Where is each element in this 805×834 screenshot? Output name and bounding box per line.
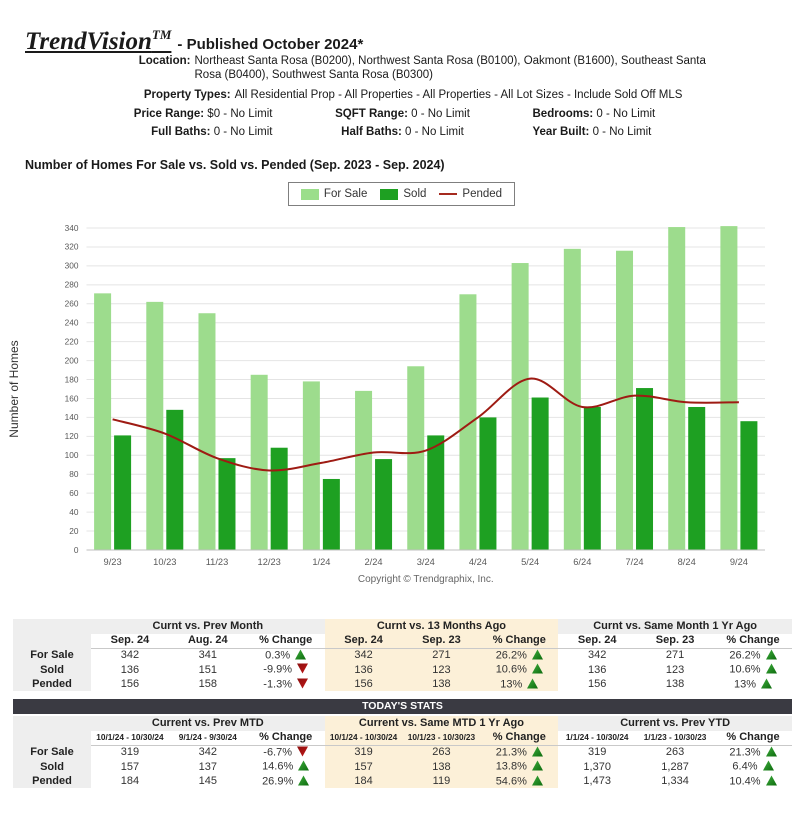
svg-text:40: 40 (69, 507, 79, 517)
svg-text:320: 320 (65, 242, 79, 252)
svg-text:6/24: 6/24 (573, 557, 591, 567)
svg-text:260: 260 (65, 299, 79, 309)
svg-text:11/23: 11/23 (206, 557, 229, 567)
svg-text:4/24: 4/24 (469, 557, 487, 567)
svg-text:60: 60 (69, 488, 79, 498)
svg-text:180: 180 (65, 374, 79, 384)
svg-text:240: 240 (65, 318, 79, 328)
svg-text:1/24: 1/24 (312, 557, 330, 567)
svg-text:200: 200 (65, 355, 79, 365)
svg-text:80: 80 (69, 469, 79, 479)
svg-text:120: 120 (65, 431, 79, 441)
svg-text:160: 160 (65, 393, 79, 403)
svg-text:100: 100 (65, 450, 79, 460)
svg-text:3/24: 3/24 (417, 557, 435, 567)
svg-text:9/24: 9/24 (730, 557, 748, 567)
svg-text:9/23: 9/23 (104, 557, 122, 567)
svg-text:5/24: 5/24 (521, 557, 539, 567)
svg-text:8/24: 8/24 (678, 557, 696, 567)
svg-text:2/24: 2/24 (365, 557, 383, 567)
svg-text:7/24: 7/24 (625, 557, 643, 567)
svg-text:340: 340 (65, 223, 79, 233)
svg-text:220: 220 (65, 336, 79, 346)
svg-text:Number of Homes: Number of Homes (7, 340, 21, 437)
svg-text:12/23: 12/23 (258, 557, 281, 567)
svg-text:300: 300 (65, 261, 79, 271)
svg-text:0: 0 (74, 545, 79, 555)
svg-text:Copyright © Trendgraphix, Inc.: Copyright © Trendgraphix, Inc. (358, 574, 494, 585)
svg-text:280: 280 (65, 280, 79, 290)
svg-text:20: 20 (69, 526, 79, 536)
svg-text:140: 140 (65, 412, 79, 422)
svg-text:10/23: 10/23 (153, 557, 176, 567)
